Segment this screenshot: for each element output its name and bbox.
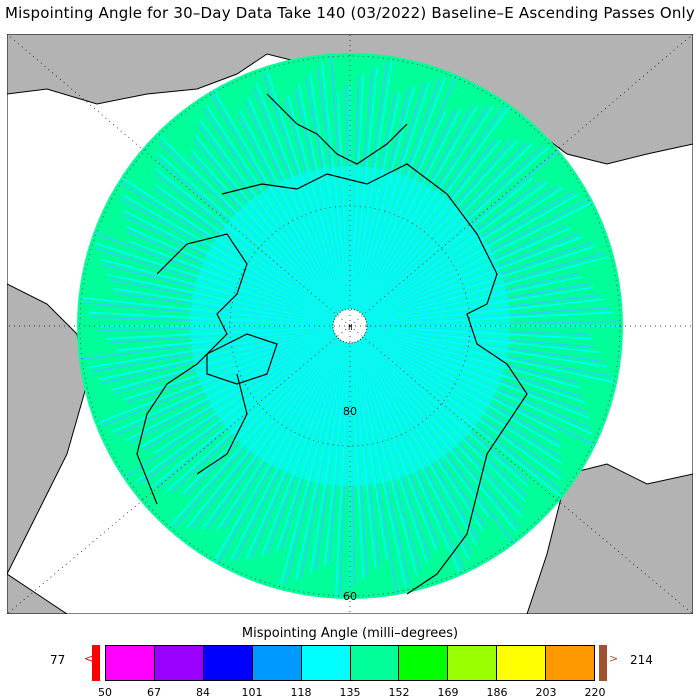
land-outside [7,34,693,614]
colorbar-tick-label: 220 [584,686,606,699]
colorbar-tick-label: 50 [98,686,112,699]
colorbar-segment [546,646,595,680]
colorbar-segment [203,646,253,680]
colorbar-under-swatch [92,645,100,681]
lat-label-80: 80 [343,405,357,418]
graticule [7,34,693,614]
coastlines [136,93,528,595]
land-southwest [7,573,68,614]
colorbar-title: Mispointing Angle (milli–degrees) [241,626,459,641]
colorbar-over-swatch [599,645,607,681]
colorbar-tick-label: 135 [339,686,361,699]
colorbar-tick-label: 101 [241,686,263,699]
chart-title: Mispointing Angle for 30–Day Data Take 1… [4,4,695,22]
land-west [7,283,88,575]
colorbar-segment [252,646,302,680]
land-southeast [526,463,693,614]
coast-america [136,233,248,505]
pole-marker: II [348,323,353,332]
colorbar-min-value: 77 [50,653,66,667]
colorbar-segment [448,646,498,680]
over-arrow-icon: > [609,652,619,665]
under-arrow-icon: < [84,652,94,665]
colorbar-tick-label: 152 [388,686,410,699]
colorbar-max-value: 214 [630,653,653,667]
coast-canada [196,373,248,475]
colorbar [105,645,595,681]
colorbar-segment [301,646,351,680]
coast-asia [221,163,528,595]
lat-label-60: 60 [343,590,357,603]
colorbar-segment [106,646,155,680]
colorbar-ticks: 50 67 84 101 118 135 152 169 186 203 220 [0,686,700,700]
colorbar-tick-label: 118 [290,686,312,699]
colorbar-segment [350,646,400,680]
colorbar-tick-label: 203 [535,686,557,699]
polar-map: II 80 60 [7,34,693,614]
colorbar-tick-label: 169 [437,686,459,699]
coast-greenland [266,93,408,165]
colorbar-segment [154,646,204,680]
colorbar-segment [497,646,547,680]
colorbar-tick-label: 67 [147,686,161,699]
island-arctic [206,333,278,385]
colorbar-tick-label: 186 [486,686,508,699]
colorbar-tick-label: 84 [196,686,210,699]
colorbar-segment [399,646,449,680]
